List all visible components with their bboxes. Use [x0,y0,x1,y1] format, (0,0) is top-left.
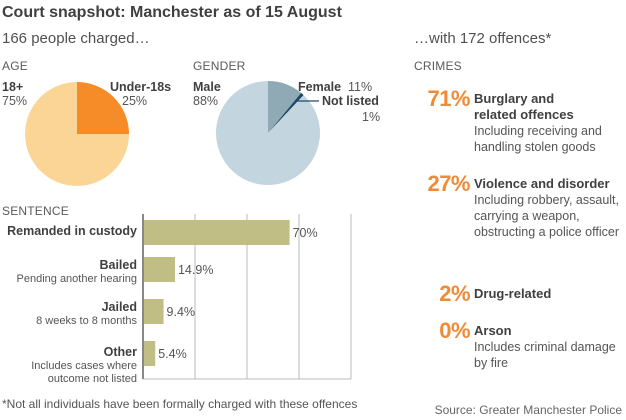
source-credit: Source: Greater Manchester Police [434,403,622,417]
crime-description: handling stolen goods [474,140,596,154]
crime-percentage: 71% [427,86,470,111]
crime-item: 71% Burglary and related offences Including… [414,86,602,155]
age-under18-label: Under-18s [110,80,172,94]
pie-slice-not-listed [268,92,304,133]
pie-slice-female [268,81,302,133]
bar-label-sub-line2: outcome not listed [47,373,137,385]
bar-value-label: 5.4% [158,347,187,361]
crime-item: 2% Drug-related [406,283,551,305]
crime-text: Arson Includes criminal damage by fire [474,320,616,371]
bar-label-main: Bailed [99,258,137,272]
gender-female-value: 11% [348,80,373,94]
bar-label-jailed: Jailed 8 weeks to 8 months [36,300,137,328]
crime-name: Violence and disorder [474,176,610,191]
bar-label-remanded: Remanded in custody [7,224,137,239]
bar-label-sub: Pending another hearing [16,273,137,285]
sentence-bar-chart: 70% 14.9% 9.4% 5.4% [142,214,352,380]
age-adult-label: 18+ [2,80,24,94]
bar [144,341,156,366]
bar-label-main: Jailed [101,300,137,314]
bar-label-other: Other Includes cases where outcome not l… [31,345,137,386]
bar-label-sub: 8 weeks to 8 months [36,315,137,327]
gender-not-listed-value: 1% [362,110,381,124]
bar-value-label: 70% [293,226,318,240]
crimes-section-title: CRIMES [414,59,462,73]
crime-text: Burglary and related offences Including re… [474,88,602,155]
crime-text: Drug-related [474,283,551,302]
crime-description: Including receiving and [474,124,602,138]
crime-name: related offences [474,107,574,122]
gender-not-listed-label: Not listed [322,94,379,108]
crime-percentage: 0% [439,318,470,343]
crime-description: carrying a weapon, [474,209,580,223]
chart-title: Court snapshot: Manchester as of 15 Augu… [2,4,342,21]
gender-male-value: 88% [193,94,219,108]
bar-label-sub-line1: Includes cases where [31,360,137,372]
crime-name: Drug-related [474,286,552,301]
gender-male-label: Male [193,80,221,94]
crime-text: Violence and disorder Including robbery, … [474,173,619,240]
gender-pie-chart [215,81,320,185]
crime-item: 0% Arson Includes criminal damage by fire [406,320,616,371]
crime-description: obstructing a police officer [474,225,619,239]
bar-label-main: Other [103,345,137,359]
pie-slice-male [215,81,320,185]
bar-value-label: 14.9% [178,263,213,277]
left-subtitle: 166 people charged… [2,30,150,47]
bar-label-main: Remanded in custody [7,224,137,238]
crime-percentage: 2% [439,281,470,306]
bar [144,220,290,245]
bar [144,299,164,324]
age-pie-chart [25,82,129,186]
bar-value-label: 9.4% [167,305,196,319]
age-adult-value: 75% [2,94,28,108]
gender-female-label: Female [298,80,342,94]
crime-description: Including robbery, assault, [474,193,619,207]
right-subtitle: …with 172 offences* [414,30,552,47]
crime-name: Arson [474,323,512,338]
bar-label-bailed: Bailed Pending another hearing [17,258,137,286]
gender-section-title: GENDER [193,59,246,73]
sentence-section-title: SENTENCE [2,204,69,218]
crime-description: Includes criminal damage [474,340,616,354]
crime-item: 27% Violence and disorder Including robber… [414,173,619,240]
pie-slice-under-18s [77,82,129,134]
bar [144,257,175,282]
pie-slice-18-plus [25,82,129,186]
crime-description: by fire [474,356,509,370]
crime-name: Burglary and [474,91,555,106]
age-section-title: AGE [2,59,28,73]
age-under18-value: 25% [122,94,148,108]
crime-percentage: 27% [427,171,470,196]
footnote: *Not all individuals have been formally … [2,397,358,411]
